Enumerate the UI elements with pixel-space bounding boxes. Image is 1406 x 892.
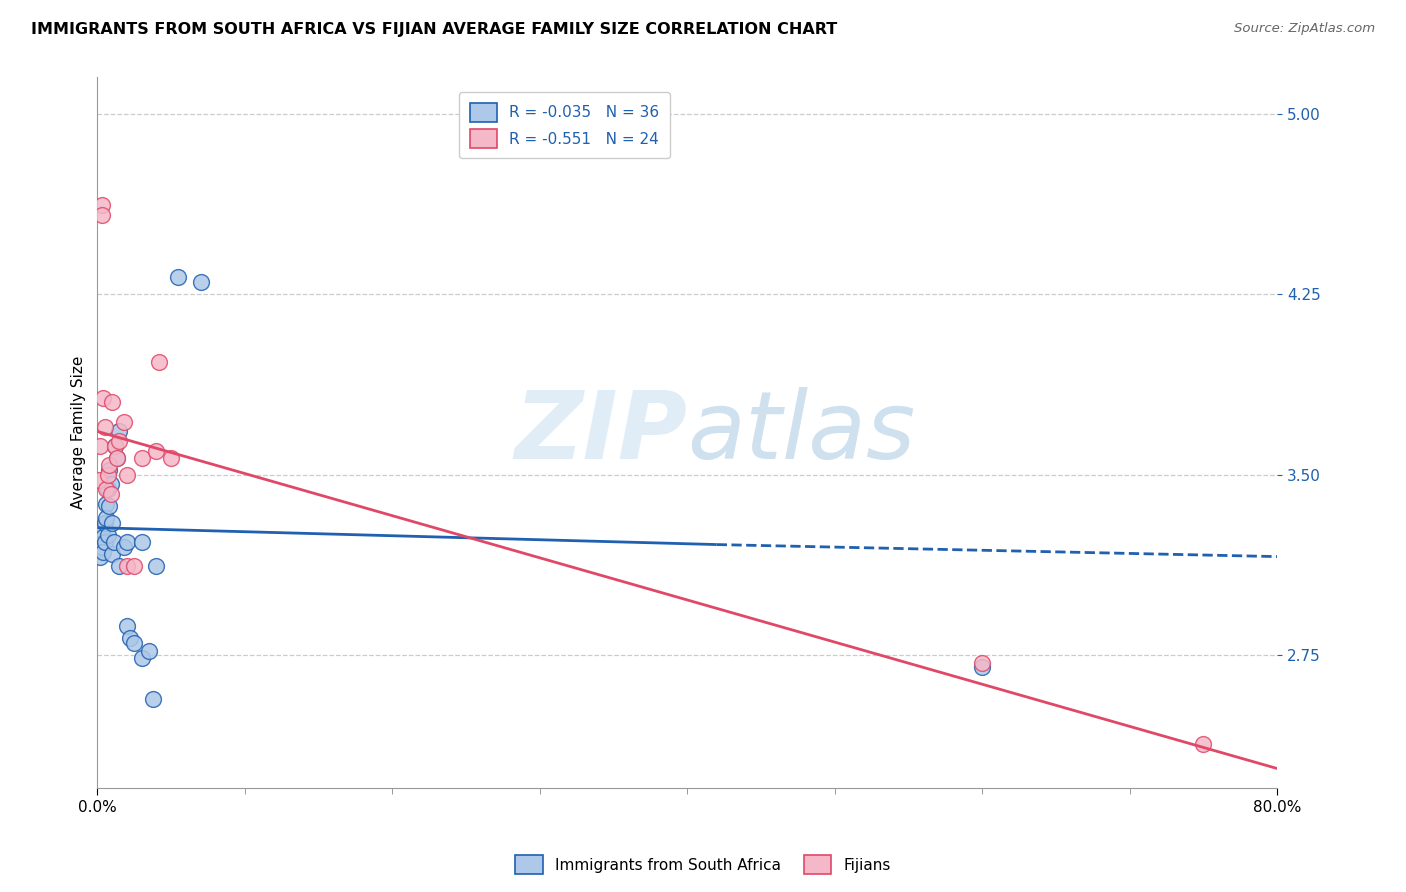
Point	[98, 499, 121, 513]
Point	[89, 549, 111, 564]
Point	[104, 439, 127, 453]
Point	[972, 656, 994, 670]
Point	[115, 559, 138, 574]
Point	[1192, 738, 1215, 752]
Point	[167, 270, 190, 285]
Point	[131, 450, 153, 465]
Point	[190, 275, 212, 289]
Point	[87, 535, 110, 549]
Point	[89, 439, 111, 453]
Point	[90, 523, 112, 537]
Point	[96, 497, 118, 511]
Point	[142, 691, 165, 706]
Text: ZIP: ZIP	[515, 386, 688, 479]
Point	[101, 395, 124, 409]
Point	[93, 419, 115, 434]
Point	[93, 535, 115, 549]
Legend: R = -0.035   N = 36, R = -0.551   N = 24: R = -0.035 N = 36, R = -0.551 N = 24	[458, 92, 671, 159]
Point	[98, 458, 121, 472]
Point	[131, 535, 153, 549]
Point	[115, 619, 138, 633]
Point	[97, 467, 120, 482]
Point	[98, 463, 121, 477]
Point	[108, 425, 131, 439]
Point	[101, 547, 124, 561]
Text: atlas: atlas	[688, 387, 915, 478]
Point	[131, 650, 153, 665]
Point	[90, 198, 112, 212]
Point	[108, 559, 131, 574]
Point	[122, 559, 145, 574]
Point	[108, 434, 131, 448]
Point	[972, 660, 994, 674]
Point	[112, 540, 135, 554]
Point	[115, 467, 138, 482]
Point	[91, 545, 114, 559]
Point	[105, 450, 128, 465]
Point	[118, 632, 141, 646]
Point	[145, 559, 167, 574]
Point	[96, 482, 118, 496]
Point	[112, 415, 135, 429]
Legend: Immigrants from South Africa, Fijians: Immigrants from South Africa, Fijians	[509, 849, 897, 880]
Point	[96, 511, 118, 525]
Point	[104, 439, 127, 453]
Point	[90, 208, 112, 222]
Y-axis label: Average Family Size: Average Family Size	[72, 356, 86, 509]
Point	[97, 528, 120, 542]
Point	[100, 487, 122, 501]
Point	[91, 391, 114, 405]
Point	[91, 530, 114, 544]
Point	[160, 450, 183, 465]
Text: Source: ZipAtlas.com: Source: ZipAtlas.com	[1234, 22, 1375, 36]
Point	[90, 540, 112, 554]
Point	[87, 473, 110, 487]
Point	[148, 354, 170, 368]
Point	[89, 542, 111, 557]
Point	[103, 535, 125, 549]
Point	[122, 636, 145, 650]
Point	[100, 477, 122, 491]
Text: IMMIGRANTS FROM SOUTH AFRICA VS FIJIAN AVERAGE FAMILY SIZE CORRELATION CHART: IMMIGRANTS FROM SOUTH AFRICA VS FIJIAN A…	[31, 22, 837, 37]
Point	[138, 643, 160, 657]
Point	[101, 516, 124, 530]
Point	[115, 535, 138, 549]
Point	[145, 443, 167, 458]
Point	[97, 482, 120, 496]
Point	[93, 516, 115, 530]
Point	[105, 450, 128, 465]
